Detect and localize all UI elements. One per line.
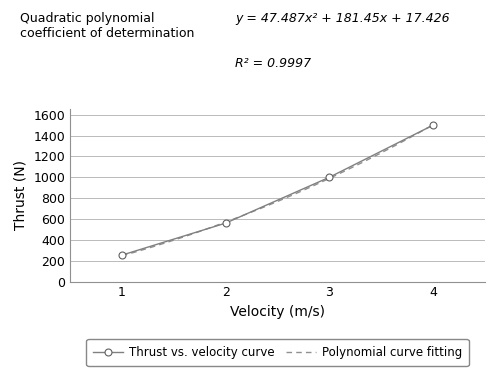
Text: y = 47.487x² + 181.45x + 17.426: y = 47.487x² + 181.45x + 17.426	[235, 12, 450, 25]
Y-axis label: Thrust (N): Thrust (N)	[14, 160, 28, 231]
Legend: Thrust vs. velocity curve, Polynomial curve fitting: Thrust vs. velocity curve, Polynomial cu…	[86, 339, 469, 366]
Polynomial curve fitting	[304, 186, 310, 191]
Text: R² = 0.9997: R² = 0.9997	[235, 57, 311, 70]
Polynomial curve fitting	[401, 138, 407, 143]
Thrust vs. velocity curve	[326, 175, 332, 179]
Polynomial curve fitting	[119, 253, 125, 258]
Line: Polynomial curve fitting: Polynomial curve fitting	[122, 125, 433, 256]
Polynomial curve fitting	[120, 253, 126, 258]
X-axis label: Velocity (m/s): Velocity (m/s)	[230, 305, 325, 319]
Line: Thrust vs. velocity curve: Thrust vs. velocity curve	[118, 122, 436, 258]
Text: Quadratic polynomial
coefficient of determination: Quadratic polynomial coefficient of dete…	[20, 12, 195, 40]
Thrust vs. velocity curve	[430, 123, 436, 127]
Thrust vs. velocity curve	[222, 221, 228, 226]
Thrust vs. velocity curve	[119, 253, 125, 258]
Polynomial curve fitting	[310, 184, 316, 188]
Polynomial curve fitting	[303, 187, 309, 191]
Polynomial curve fitting	[430, 122, 436, 127]
Polynomial curve fitting	[381, 149, 387, 154]
